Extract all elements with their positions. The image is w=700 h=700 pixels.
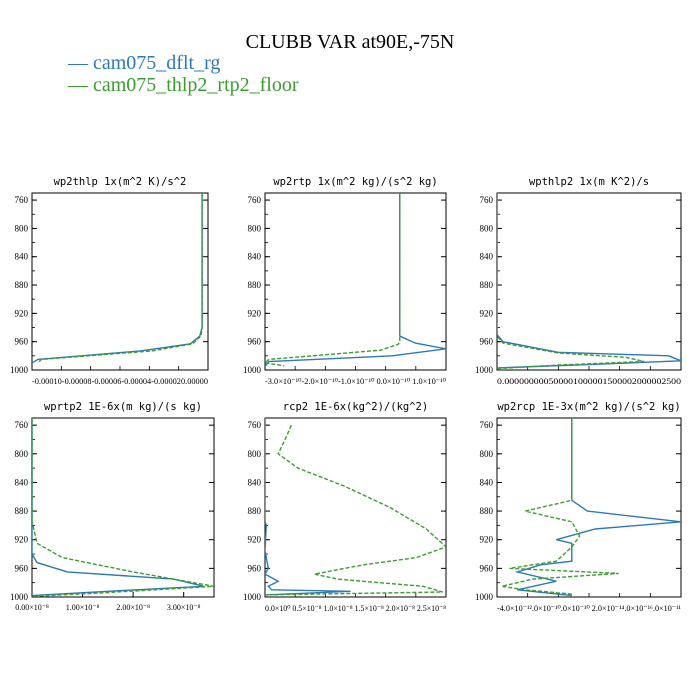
y-tick-label: 800 [248,223,262,233]
legend-item: — cam075_thlp2_rtp2_floor [67,74,299,96]
x-tick-label: 1.00×10⁻⁸ [66,603,100,612]
x-tick-labels: -4.0×10⁻¹².0×10⁻¹⁰.0×10⁻¹⁰ 2.0×10⁻¹⁴.0×1… [497,604,682,613]
chart-panel: wprtp2 1E-6x(m kg)/(s kg) 760 800 840 880 920… [10,401,215,612]
y-tick-label: 840 [15,477,29,487]
plot-frame [264,417,447,598]
y-tick-label: 800 [480,223,494,233]
panel-title: wp2rtp 1x(m^2 kg)/(s^2 kg) [273,176,437,188]
y-tick-label: 920 [480,308,494,318]
series-line-cam075-thlp2-rtp2-floor [265,193,401,367]
x-tick-labels: 0.000000000500001000001500002000002500 [497,377,681,386]
y-tick-label: 880 [15,506,29,516]
y-tick-label: 960 [248,337,262,347]
y-tick-label: 880 [480,280,494,290]
chart-panel: rcp2 1E-6x(kg^2)/(kg^2) 760 800 840 880 920 96… [243,401,447,613]
y-tick-label: 1000 [10,365,29,375]
y-tick-label: 840 [15,252,29,262]
plot-frame [496,192,682,371]
y-tick-label: 960 [480,337,494,347]
y-tick-label: 800 [15,449,29,459]
plot-frame [31,192,209,371]
series-line-cam075-dflt-rg [514,418,681,597]
chart-panel: wp2rtp 1x(m^2 kg)/(s^2 kg) 760 800 840 880 92… [243,176,447,386]
chart-panel: wpthlp2 1x(m K^2)/s 760 800 840 880 920 960 100… [475,176,682,386]
y-tick-label: 840 [248,477,262,487]
y-tick-label: 760 [248,195,262,205]
legend-item: — cam075_dflt_rg [67,52,220,74]
series-line-cam075-dflt-rg [265,418,351,596]
y-tick-label: 760 [480,195,494,205]
y-tick-label: 920 [480,535,494,545]
y-tick-label: 760 [480,420,494,430]
y-tick-label: 880 [480,506,494,516]
series-line-cam075-thlp2-rtp2-floor [265,424,446,596]
y-tick-label: 960 [15,337,29,347]
y-tick-label: 880 [248,506,262,516]
panel-title: wpthlp2 1x(m K^2)/s [529,176,649,188]
y-tick-label: 800 [248,449,262,459]
y-tick-label: 760 [248,420,262,430]
chart-panel: wp2rcp 1E-3x(m^2 kg)/(s^2 kg)760 800 840 88… [475,401,682,613]
y-tick-label: 840 [248,252,262,262]
series-line-cam075-thlp2-rtp2-floor [501,418,619,595]
x-tick-label: 2.00×10⁻⁸ [116,603,150,612]
panel-title: wprtp2 1E-6x(m kg)/(s kg) [44,401,202,413]
x-tick-labels: -3.0×10⁻¹⁰-2.0×10⁻¹⁰-1.0×10⁻¹⁰ 0.0×10⁻¹⁰… [265,377,446,386]
y-tick-label: 920 [248,535,262,545]
series-line-cam075-thlp2-rtp2-floor [497,193,645,370]
y-tick-label: 760 [15,195,29,205]
legend-marker: — [67,52,93,74]
legend-label: cam075_thlp2_rtp2_floor [93,74,299,96]
x-tick-labels: -0.00010-0.00008-0.00006-0.00004-0.00002… [32,377,208,386]
y-tick-label: 960 [15,563,29,573]
figure-title: CLUBB VAR at90E,-75N [246,31,455,53]
y-tick-label: 1000 [243,365,262,375]
x-tick-labels: 0.0×10⁰ 0.5×10⁻⁸ 1.0×10⁻⁸ 1.5×10⁻⁸ 2.0×1… [265,604,446,613]
panel-title: wp2rcp 1E-3x(m^2 kg)/(s^2 kg) [497,401,680,413]
y-tick-label: 800 [15,223,29,233]
y-tick-label: 1000 [10,592,29,602]
y-tick-label: 920 [15,535,29,545]
chart-panel: wp2thlp 1x(m^2 K)/s^2 760 800 840 880 920 960 1… [10,176,209,386]
series-line-cam075-thlp2-rtp2-floor [32,418,214,597]
series-line-cam075-dflt-rg [265,193,446,367]
panels-grid: wp2thlp 1x(m^2 K)/s^2 760 800 840 880 920 960 1… [10,176,682,613]
y-tick-label: 1000 [475,365,494,375]
y-tick-label: 920 [15,308,29,318]
y-tick-label: 1000 [243,592,262,602]
legend: — cam075_dflt_rg— cam075_thlp2_rtp2_floo… [67,52,299,96]
y-tick-label: 1000 [475,592,494,602]
y-tick-label: 960 [480,563,494,573]
series-line-cam075-dflt-rg [32,193,203,364]
series-line-cam075-dflt-rg [497,193,681,369]
series-line-cam075-dflt-rg [32,418,205,597]
x-tick-label: 3.00×10⁻⁸ [167,603,201,612]
legend-marker: — [67,74,93,96]
legend-label: cam075_dflt_rg [93,52,220,74]
panel-title: rcp2 1E-6x(kg^2)/(kg^2) [283,401,428,413]
y-tick-label: 880 [15,280,29,290]
x-tick-label: 0.00×10⁻⁸ [15,603,49,612]
series-line-cam075-thlp2-rtp2-floor [37,193,203,364]
y-tick-label: 840 [480,477,494,487]
y-tick-label: 800 [480,449,494,459]
y-tick-label: 960 [248,563,262,573]
panel-title: wp2thlp 1x(m^2 K)/s^2 [54,176,187,188]
y-tick-label: 840 [480,252,494,262]
y-tick-label: 880 [248,280,262,290]
y-tick-label: 920 [248,308,262,318]
y-tick-label: 760 [15,420,29,430]
